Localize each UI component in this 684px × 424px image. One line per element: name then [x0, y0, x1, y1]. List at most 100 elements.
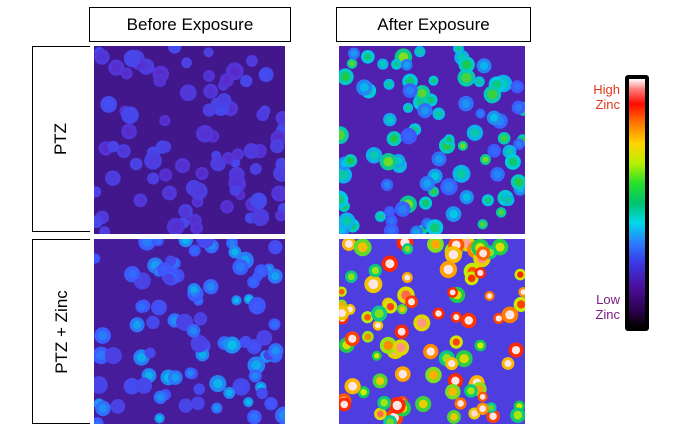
- cell: [94, 346, 110, 365]
- cell: [455, 350, 473, 368]
- cell: [423, 343, 439, 360]
- cell: [417, 103, 433, 119]
- cell: [247, 409, 262, 424]
- cell: [193, 383, 206, 395]
- cell: [426, 219, 444, 234]
- cell: [385, 214, 398, 227]
- cell: [425, 366, 442, 384]
- cell: [383, 299, 398, 314]
- cell: [401, 243, 414, 255]
- cell: [339, 68, 354, 86]
- cell: [162, 185, 177, 201]
- cell: [481, 194, 494, 207]
- cell: [133, 193, 148, 208]
- cell: [144, 347, 156, 359]
- cell: [232, 148, 244, 161]
- legend-high-label: High Zinc: [566, 82, 620, 112]
- cell: [405, 295, 418, 309]
- cell: [413, 314, 431, 332]
- row-header-ptz: PTZ: [32, 46, 90, 232]
- cell: [339, 286, 347, 297]
- panel-after-ptz-zinc: [339, 239, 525, 424]
- cell: [502, 194, 515, 207]
- cell: [135, 377, 153, 394]
- cell: [203, 279, 219, 295]
- cell: [419, 196, 433, 210]
- cell: [432, 307, 445, 320]
- cell: [186, 323, 201, 338]
- cell: [256, 108, 270, 122]
- cell: [339, 305, 350, 321]
- cell: [275, 157, 285, 171]
- cell: [193, 312, 208, 326]
- cell: [178, 398, 193, 413]
- cell: [365, 147, 383, 164]
- cell: [401, 271, 413, 283]
- cell: [163, 273, 175, 285]
- cell: [195, 166, 209, 181]
- cell: [107, 140, 120, 153]
- row-header-ptz-zinc-label: PTZ + Zinc: [51, 289, 71, 374]
- cell: [453, 46, 464, 54]
- cell: [383, 223, 399, 234]
- cell: [99, 226, 111, 234]
- cell: [457, 68, 476, 87]
- cell: [94, 417, 104, 424]
- cell: [357, 386, 370, 399]
- cell: [511, 100, 525, 115]
- legend-low-label: Low Zinc: [566, 292, 620, 322]
- cell: [258, 67, 274, 83]
- cell: [268, 318, 281, 331]
- cell: [339, 126, 349, 145]
- cell: [110, 399, 126, 414]
- cell: [256, 329, 273, 346]
- cell: [121, 123, 137, 140]
- cell: [380, 178, 394, 192]
- cell: [175, 158, 191, 174]
- cell: [104, 347, 122, 365]
- cell: [490, 166, 505, 182]
- cell: [419, 175, 435, 192]
- cell: [344, 378, 361, 395]
- cell: [513, 296, 525, 312]
- cell: [94, 49, 110, 65]
- cell: [383, 112, 397, 127]
- column-header-before-label: Before Exposure: [126, 14, 254, 34]
- cell: [248, 296, 266, 315]
- panel-before-ptz: [94, 46, 285, 234]
- cell: [361, 311, 374, 324]
- cell: [447, 287, 458, 298]
- cell: [191, 396, 205, 411]
- cell: [415, 395, 432, 413]
- cell: [476, 246, 491, 261]
- cell: [384, 205, 396, 217]
- cell: [223, 336, 241, 354]
- cell: [372, 373, 388, 389]
- cell: [268, 240, 283, 255]
- cell: [228, 245, 242, 259]
- cell: [248, 369, 262, 383]
- cell: [341, 239, 356, 251]
- panel-after-ptz: [339, 46, 525, 234]
- cell: [203, 83, 219, 99]
- cell: [443, 134, 455, 146]
- cell: [159, 140, 172, 153]
- cell: [461, 312, 477, 329]
- cell: [179, 206, 192, 219]
- cell: [159, 115, 171, 127]
- cell: [123, 377, 141, 395]
- cell: [129, 317, 145, 333]
- cell: [147, 172, 160, 185]
- cell: [410, 225, 423, 234]
- cell: [353, 239, 372, 257]
- cell: [345, 270, 358, 283]
- cell: [473, 76, 485, 88]
- cell: [231, 295, 242, 306]
- cell: [222, 152, 235, 165]
- cell: [264, 396, 278, 411]
- cell: [377, 395, 392, 410]
- cell: [476, 402, 489, 415]
- cell: [474, 267, 486, 279]
- cell: [247, 356, 266, 375]
- cell: [243, 396, 254, 408]
